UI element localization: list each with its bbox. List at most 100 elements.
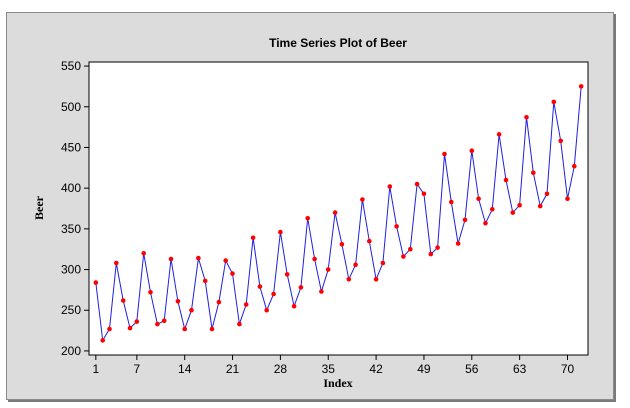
data-point [428, 251, 434, 257]
data-point [367, 238, 372, 244]
data-point [237, 321, 242, 327]
y-axis-label: Beer [32, 195, 46, 220]
x-tick-label: 14 [178, 362, 192, 376]
data-point [517, 202, 522, 208]
data-point [209, 326, 215, 332]
data-point [305, 216, 311, 221]
x-tick-label: 35 [322, 362, 336, 376]
data-point [257, 284, 263, 289]
plot-area [88, 61, 589, 356]
data-point [353, 262, 358, 267]
data-point [148, 290, 153, 295]
data-point [449, 199, 454, 205]
data-point [107, 326, 112, 332]
chart-frame: Time Series Plot of Beer Index Beer 200 2… [6, 12, 614, 400]
y-tick-label: 350 [61, 222, 81, 236]
data-point [401, 254, 406, 259]
y-tick-label: 400 [61, 181, 81, 195]
data-point [387, 184, 393, 189]
data-point [339, 242, 345, 247]
data-point [250, 235, 256, 241]
data-point [202, 278, 208, 284]
data-point [524, 115, 529, 120]
x-tick-label: 42 [369, 362, 383, 376]
data-point [120, 298, 126, 303]
data-point [496, 132, 502, 137]
y-tick-label: 500 [61, 100, 81, 114]
ticks-layer: 200 250 300 350 400 450 500 550 1 7 14 21 28 35 42 49 56… [61, 59, 575, 376]
data-point [408, 246, 413, 252]
data-point [380, 260, 386, 266]
data-point [462, 217, 468, 223]
data-point [312, 256, 317, 262]
data-point [414, 181, 420, 187]
data-point [284, 272, 290, 277]
data-point [155, 321, 160, 327]
x-tick-label: 28 [274, 362, 288, 376]
x-tick-label: 21 [226, 362, 240, 376]
data-point [537, 203, 543, 209]
data-point [442, 151, 447, 157]
x-tick-label: 56 [465, 362, 479, 376]
data-point [182, 326, 187, 332]
x-tick-label: 63 [513, 362, 527, 376]
y-tick-label: 550 [61, 59, 81, 73]
series-line [95, 86, 582, 342]
data-point [544, 191, 550, 197]
data-point [332, 210, 338, 215]
data-point [223, 258, 228, 263]
data-point [161, 318, 167, 324]
data-point [134, 319, 140, 324]
data-point [100, 338, 105, 343]
data-point [483, 220, 488, 226]
data-point [469, 148, 475, 153]
data-point [298, 285, 304, 290]
data-point [216, 299, 222, 305]
data-point [127, 325, 133, 331]
data-point [503, 177, 509, 183]
data-point [271, 291, 276, 297]
data-point [196, 255, 201, 261]
data-point [168, 256, 174, 262]
data-point [394, 224, 399, 229]
chart-title: Time Series Plot of Beer [269, 36, 407, 50]
data-point [325, 267, 331, 272]
x-tick-label: 49 [417, 362, 431, 376]
data-point [264, 307, 270, 313]
data-point [346, 277, 352, 282]
data-point [421, 191, 427, 197]
data-point [230, 271, 235, 276]
data-point [565, 196, 570, 201]
data-point [373, 277, 379, 282]
data-point [578, 84, 584, 89]
data-point [189, 307, 194, 313]
data-point [551, 99, 557, 105]
chart-svg: Time Series Plot of Beer Index Beer 2002… [32, 36, 589, 390]
data-point [558, 138, 563, 144]
data-point [476, 196, 481, 201]
data-point [141, 251, 146, 256]
data-point [490, 207, 495, 212]
data-point [531, 170, 536, 175]
data-point [510, 210, 516, 215]
data-point [360, 197, 365, 202]
series-layer [93, 84, 584, 343]
data-point [435, 245, 440, 250]
data-point [455, 241, 461, 246]
y-tick-label: 200 [61, 344, 81, 358]
data-point [319, 289, 324, 294]
x-tick-label: 1 [92, 362, 99, 376]
x-tick-label: 7 [134, 362, 141, 376]
y-tick-label: 250 [61, 303, 81, 317]
x-axis-label: Index [323, 376, 352, 390]
data-point [278, 229, 283, 235]
data-point [572, 163, 577, 169]
data-point [175, 299, 181, 304]
data-point [243, 302, 249, 307]
data-point [93, 280, 99, 285]
x-tick-label: 70 [561, 362, 575, 376]
y-tick-label: 300 [61, 263, 81, 277]
y-tick-label: 450 [61, 140, 81, 154]
data-point [291, 303, 297, 309]
data-point [114, 260, 119, 266]
